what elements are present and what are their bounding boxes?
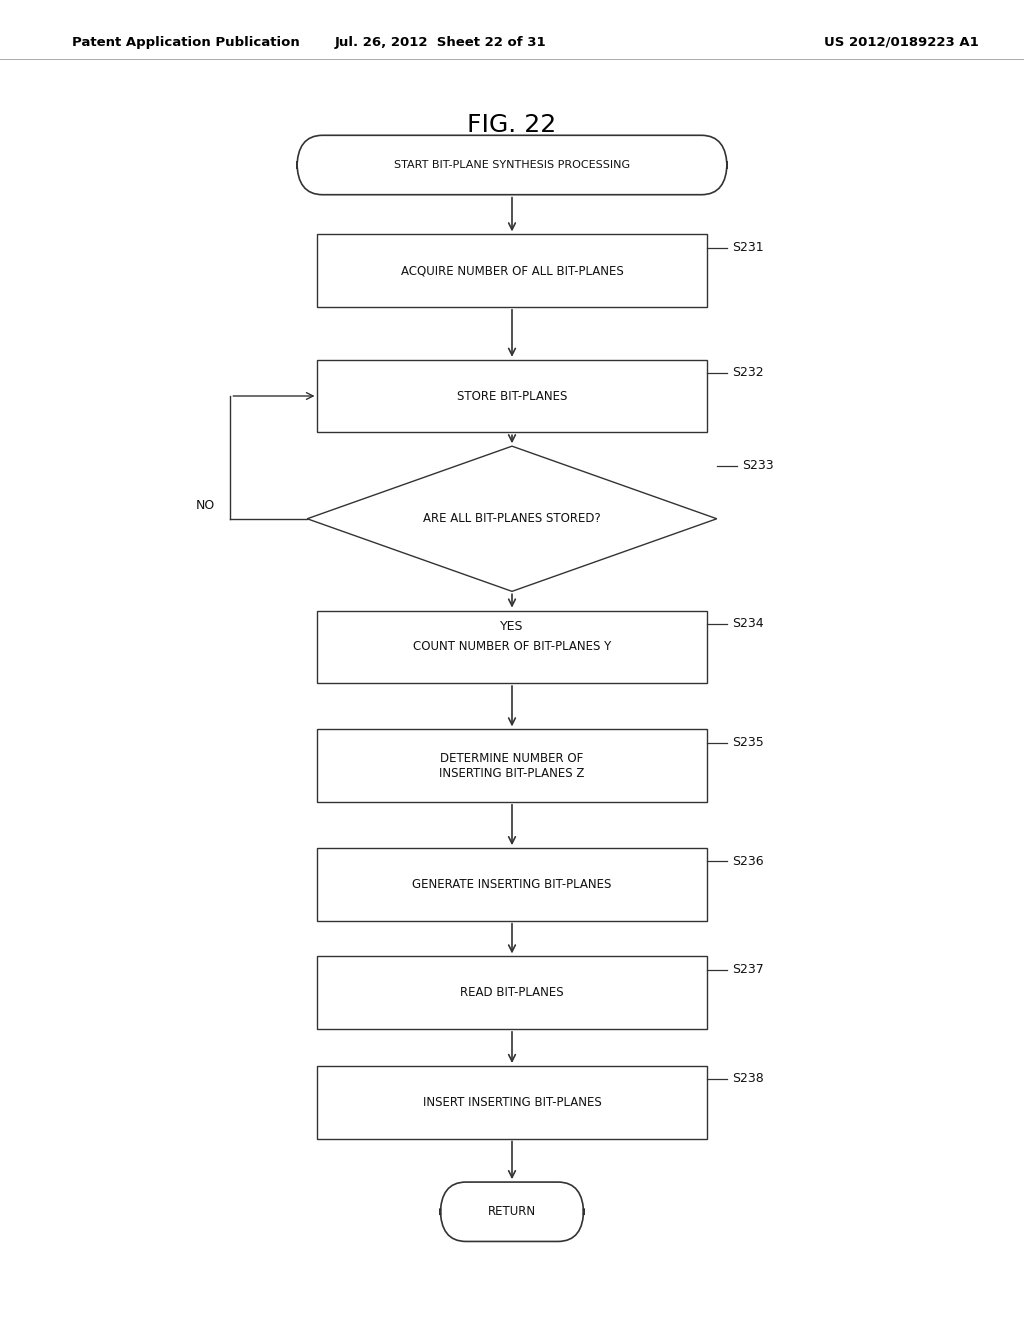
Polygon shape xyxy=(307,446,717,591)
Bar xyxy=(317,1067,707,1138)
Text: S236: S236 xyxy=(732,855,764,867)
Text: NO: NO xyxy=(196,499,215,512)
Text: S234: S234 xyxy=(732,618,764,630)
Text: Patent Application Publication: Patent Application Publication xyxy=(72,36,299,49)
Bar xyxy=(317,956,707,1030)
Bar xyxy=(317,729,707,803)
Text: READ BIT-PLANES: READ BIT-PLANES xyxy=(460,986,564,999)
Text: INSERT INSERTING BIT-PLANES: INSERT INSERTING BIT-PLANES xyxy=(423,1096,601,1109)
Text: S233: S233 xyxy=(742,459,774,473)
Text: GENERATE INSERTING BIT-PLANES: GENERATE INSERTING BIT-PLANES xyxy=(413,878,611,891)
Text: S231: S231 xyxy=(732,242,764,253)
Text: ARE ALL BIT-PLANES STORED?: ARE ALL BIT-PLANES STORED? xyxy=(423,512,601,525)
FancyBboxPatch shape xyxy=(440,1183,584,1241)
Bar xyxy=(317,849,707,921)
Text: S235: S235 xyxy=(732,737,764,748)
Text: COUNT NUMBER OF BIT-PLANES Y: COUNT NUMBER OF BIT-PLANES Y xyxy=(413,640,611,653)
FancyBboxPatch shape xyxy=(297,135,727,195)
Bar xyxy=(317,234,707,306)
Text: S237: S237 xyxy=(732,964,764,975)
Text: DETERMINE NUMBER OF
INSERTING BIT-PLANES Z: DETERMINE NUMBER OF INSERTING BIT-PLANES… xyxy=(439,751,585,780)
Text: FIG. 22: FIG. 22 xyxy=(467,114,557,137)
Text: STORE BIT-PLANES: STORE BIT-PLANES xyxy=(457,389,567,403)
Text: S238: S238 xyxy=(732,1072,764,1085)
Text: YES: YES xyxy=(501,620,523,634)
Bar xyxy=(317,610,707,684)
Text: RETURN: RETURN xyxy=(488,1205,536,1218)
Text: S232: S232 xyxy=(732,367,764,379)
Text: US 2012/0189223 A1: US 2012/0189223 A1 xyxy=(823,36,979,49)
Text: Jul. 26, 2012  Sheet 22 of 31: Jul. 26, 2012 Sheet 22 of 31 xyxy=(335,36,546,49)
Text: START BIT-PLANE SYNTHESIS PROCESSING: START BIT-PLANE SYNTHESIS PROCESSING xyxy=(394,160,630,170)
Bar xyxy=(317,360,707,433)
Text: ACQUIRE NUMBER OF ALL BIT-PLANES: ACQUIRE NUMBER OF ALL BIT-PLANES xyxy=(400,264,624,277)
